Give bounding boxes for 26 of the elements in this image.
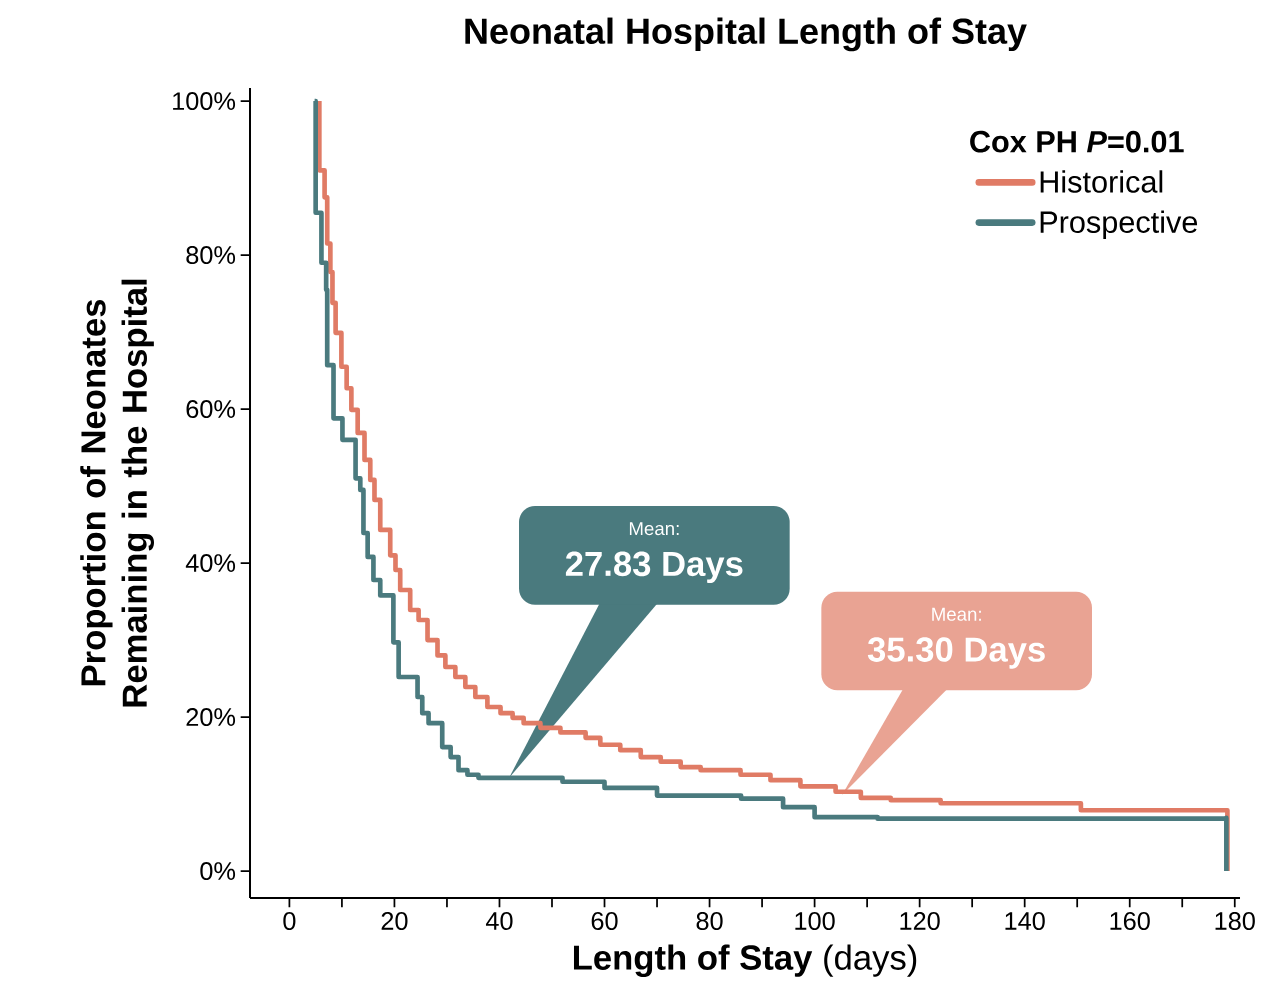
legend-title: Cox PH P=0.01 <box>970 130 1184 153</box>
x-tick-label: 180 <box>1215 912 1255 930</box>
annotation: 35.30 Days <box>867 637 1045 669</box>
x-tick-label: 0 <box>283 912 296 930</box>
y-tick-label: 100% <box>173 92 236 111</box>
x-tick-label: 20 <box>381 912 408 930</box>
chart-title: Neonatal Hospital Length of Stay <box>465 17 1027 52</box>
legend-label: Historical <box>1040 170 1163 193</box>
x-tick-label: 80 <box>696 912 723 930</box>
annotation: 27.83 Days <box>565 551 743 584</box>
y-tick-label: 0% <box>200 862 236 881</box>
y-tick-label: 80% <box>186 246 236 265</box>
x-tick-label: 140 <box>1005 912 1045 930</box>
x-tick-label: 120 <box>900 912 940 930</box>
x-tick-label: 60 <box>591 912 618 930</box>
x-tick-label: 160 <box>1110 912 1150 930</box>
annotation: Mean: <box>629 522 679 536</box>
y-tick-label: 60% <box>186 400 236 419</box>
x-tick-label: 40 <box>485 912 513 930</box>
y-tick-label: 40% <box>185 554 236 573</box>
annotation: Mean: <box>932 607 981 621</box>
legend-label: Prospective <box>1040 210 1198 240</box>
x-tick-label: 100 <box>795 912 835 930</box>
y-axis-title: Proportion of Neonates Remaining in the Hospital <box>80 279 155 707</box>
x-axis-title: Length of Stay (days) <box>573 944 917 977</box>
y-tick-label: 20% <box>186 708 236 727</box>
